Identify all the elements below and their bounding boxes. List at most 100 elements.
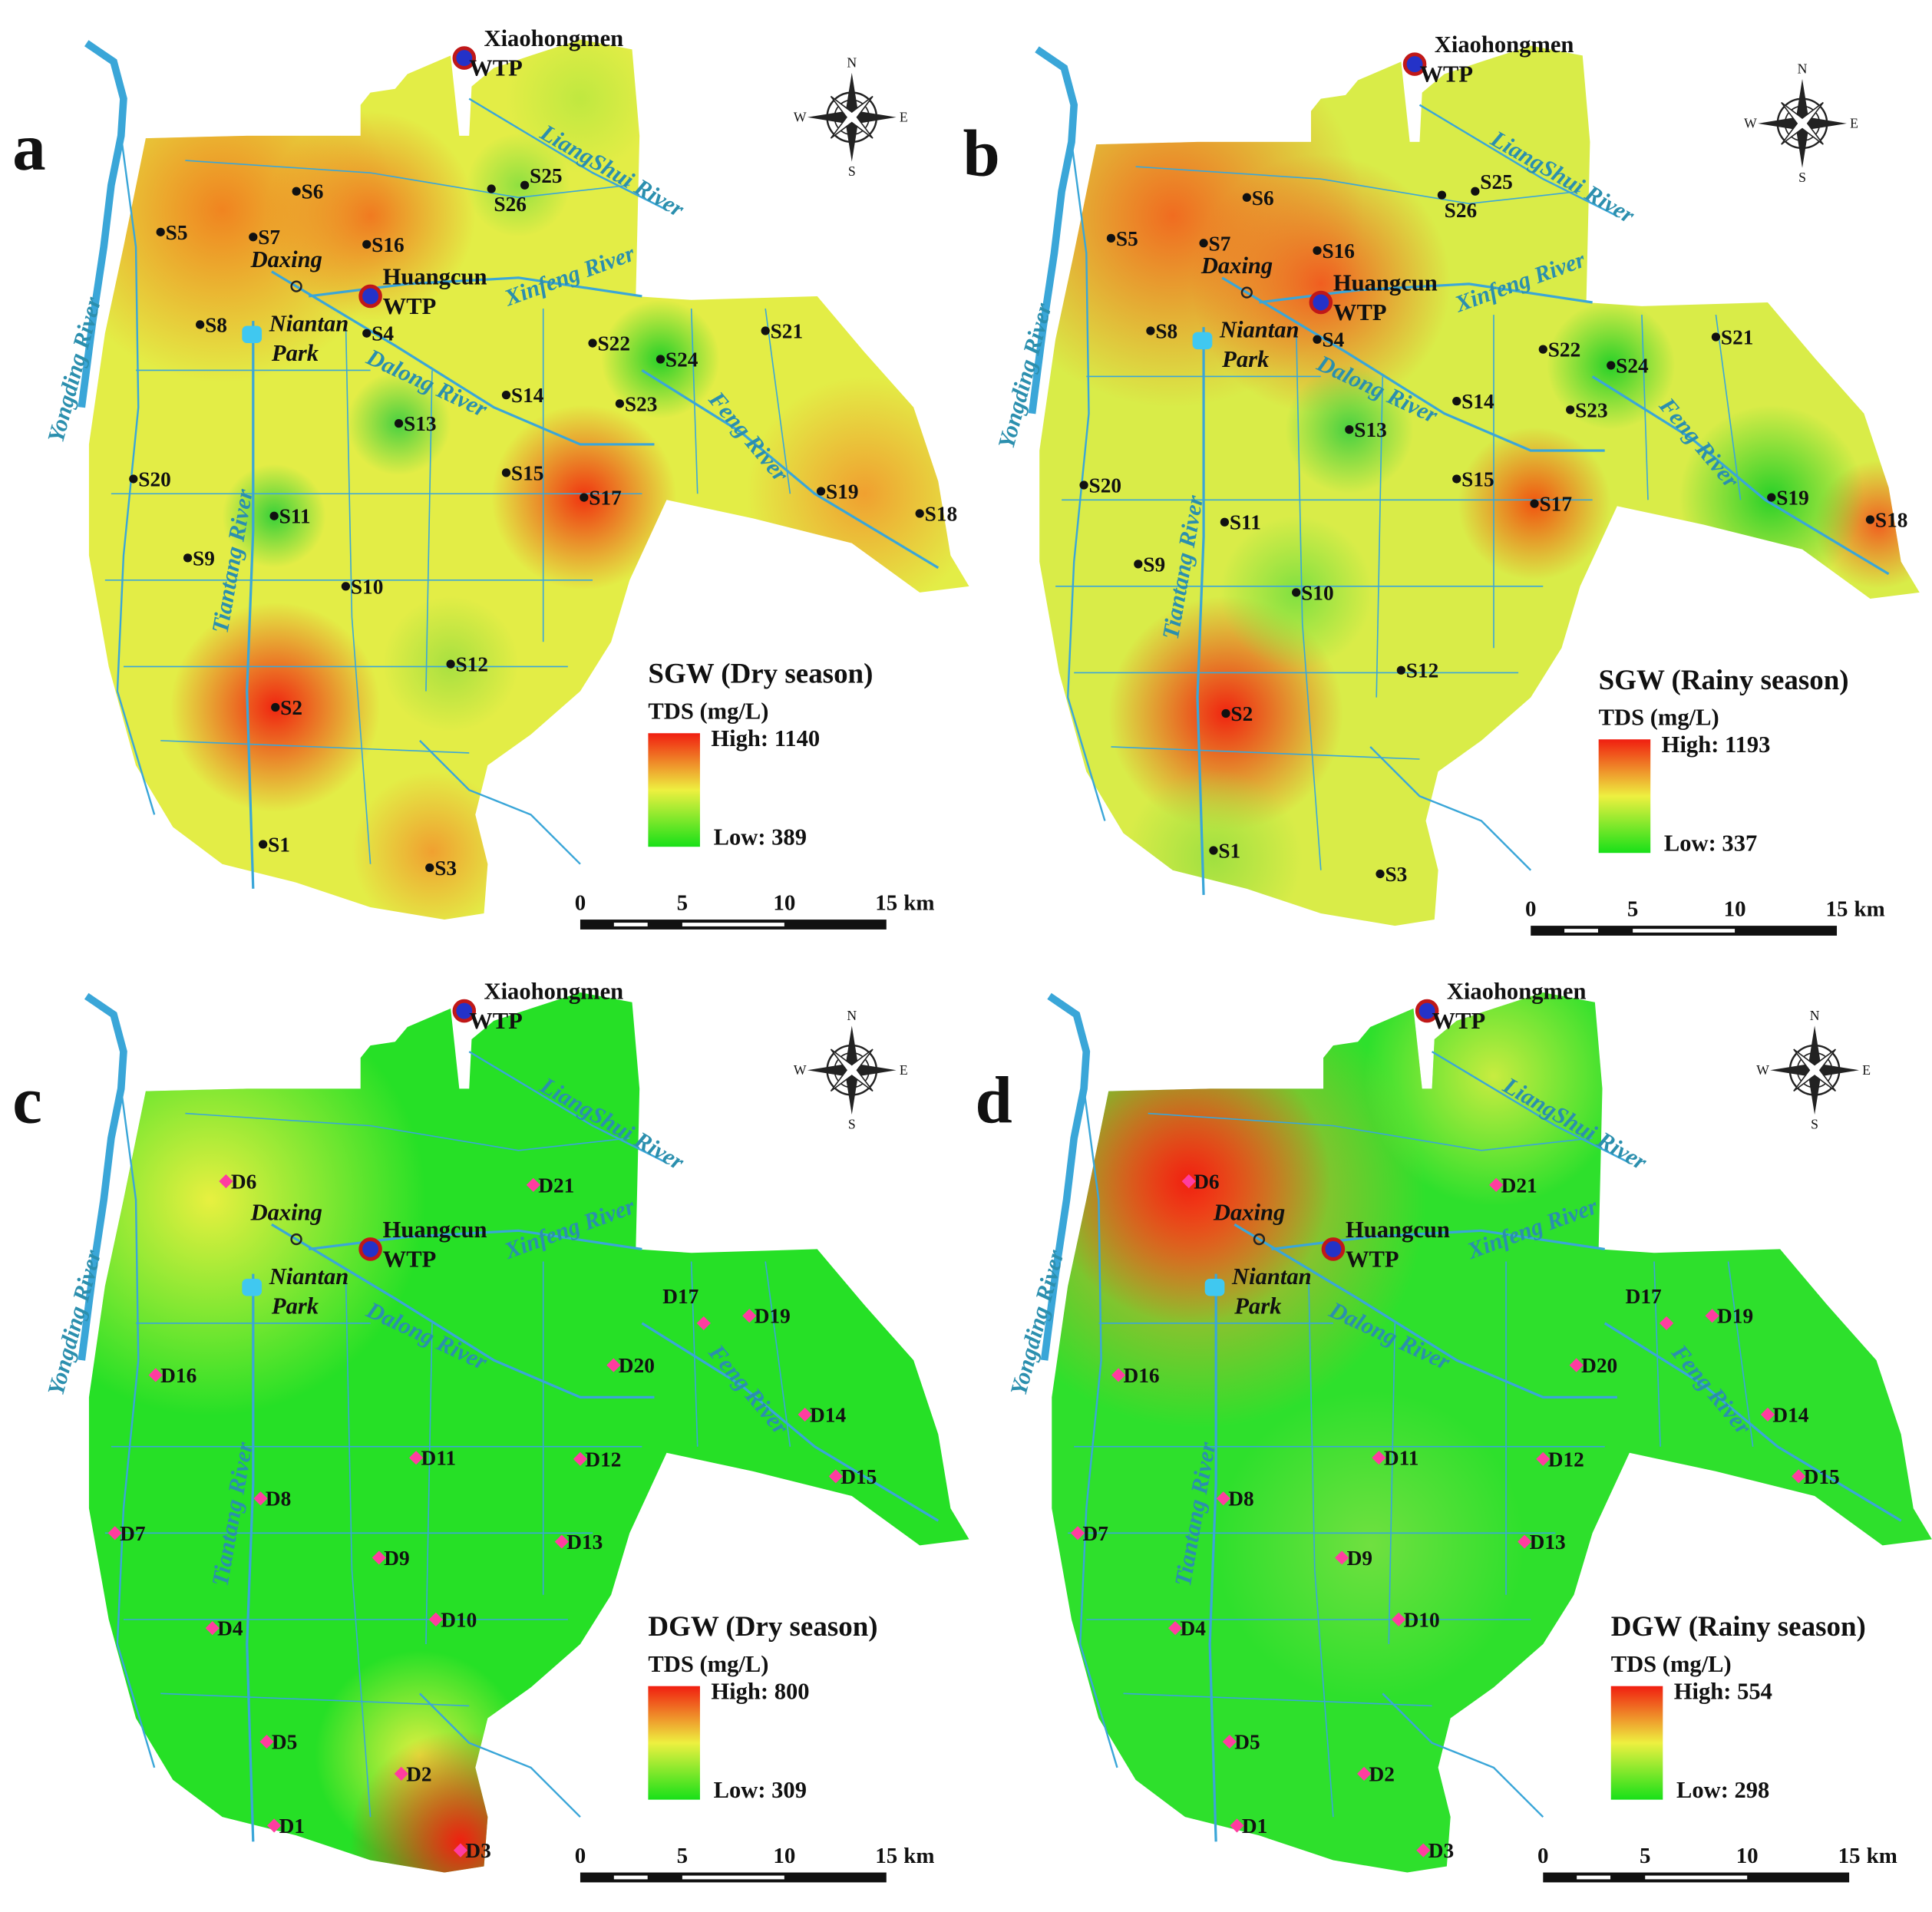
place-label: Niantan <box>269 311 349 337</box>
site-label: D20 <box>1581 1354 1617 1377</box>
scale-label: 15 <box>1838 1844 1861 1868</box>
place-label: Daxing <box>1213 1199 1285 1225</box>
site-label: S13 <box>1354 418 1387 441</box>
sample-site <box>394 418 404 428</box>
site-label: D8 <box>266 1488 291 1511</box>
sample-site <box>798 1407 812 1422</box>
compass-label: N <box>1810 1008 1820 1023</box>
sample-site <box>129 474 138 484</box>
sample-site <box>1711 332 1721 342</box>
river-line <box>1111 746 1420 760</box>
compass: N S E W <box>794 1008 908 1132</box>
compass-label: S <box>1811 1117 1818 1132</box>
scale-label: 5 <box>677 1844 688 1868</box>
legend-unit: TDS (mg/L) <box>648 698 768 725</box>
scale-label: 10 <box>773 890 795 915</box>
river-line <box>1641 315 1649 500</box>
river-line <box>1307 1273 1334 1818</box>
site-label: S24 <box>665 348 698 371</box>
sample-site <box>341 582 351 591</box>
site-label: D21 <box>538 1174 574 1197</box>
legend-ramp <box>1598 739 1651 854</box>
place-label: Xiaohongmen <box>484 25 624 51</box>
sample-site <box>1660 1316 1674 1331</box>
site-label: S18 <box>1875 509 1908 532</box>
river-line <box>1431 1051 1630 1164</box>
sample-site <box>1216 1491 1230 1506</box>
river-line <box>1196 327 1205 895</box>
sample-site <box>1452 397 1461 406</box>
sample-site <box>1199 239 1208 248</box>
sample-site <box>362 239 372 249</box>
place-label: WTP <box>469 1008 523 1034</box>
legend-high: High: 1140 <box>711 725 820 751</box>
scale-label: 10 <box>1736 1844 1759 1868</box>
site-label: D15 <box>1804 1465 1840 1488</box>
river-line <box>185 160 630 199</box>
site-label: S25 <box>1480 170 1513 193</box>
sample-site <box>1396 665 1405 675</box>
sample-site <box>1079 480 1088 490</box>
compass-label: E <box>1850 115 1858 130</box>
panel-letter: b <box>963 117 999 190</box>
site-label: S12 <box>456 653 489 676</box>
site-label: D11 <box>1384 1447 1419 1470</box>
site-label: S12 <box>1406 659 1439 682</box>
park-icon <box>1204 1279 1225 1296</box>
site-label: S23 <box>625 392 658 415</box>
sample-site <box>362 329 372 338</box>
heat-spot <box>1191 154 1451 414</box>
scale-bar <box>1633 929 1735 933</box>
site-label: D13 <box>566 1531 603 1554</box>
site-label: S4 <box>372 322 394 345</box>
scale-bar <box>682 923 784 926</box>
sample-site <box>761 326 770 335</box>
map-panel: d Xiaohongmen WTP Daxing Huangcun WTP Niantan P… <box>976 979 1932 1883</box>
scale-label: 0 <box>1525 897 1536 921</box>
sample-site <box>915 509 924 518</box>
town-icon <box>1253 1233 1266 1246</box>
sample-site <box>1760 1407 1775 1422</box>
site-label: S6 <box>1252 187 1274 210</box>
site-label: D2 <box>406 1762 431 1785</box>
river-line <box>246 321 255 889</box>
scale-label: 0 <box>1537 1844 1548 1868</box>
place-label: Xiaohongmen <box>1447 979 1587 1005</box>
scale-label: 10 <box>1724 897 1746 921</box>
site-label: S20 <box>1089 474 1122 497</box>
place-label: Park <box>1234 1293 1282 1319</box>
sample-site <box>588 338 597 348</box>
river-line <box>345 321 372 864</box>
heat-spot <box>352 771 513 920</box>
scale-unit: km <box>1867 1844 1897 1868</box>
river-line <box>690 1261 698 1447</box>
sample-site <box>1376 869 1385 879</box>
site-label: S7 <box>1208 232 1230 255</box>
site-label: D4 <box>217 1617 243 1640</box>
sample-site <box>1313 335 1322 344</box>
river-line <box>765 308 791 494</box>
compass-label: W <box>1744 115 1757 130</box>
legend-low: Low: 298 <box>1676 1777 1769 1803</box>
river-line <box>425 370 433 692</box>
legend-title: SGW (Rainy season) <box>1599 664 1849 696</box>
site-label: D3 <box>1428 1839 1454 1862</box>
compass: N S E W <box>1756 1008 1871 1132</box>
sample-site <box>696 1316 711 1331</box>
site-label: D17 <box>662 1285 698 1308</box>
sample-site <box>526 1177 540 1192</box>
heat-spot <box>1125 768 1303 926</box>
site-label: S21 <box>1721 326 1754 349</box>
site-label: D16 <box>1124 1364 1160 1387</box>
river-line <box>765 1261 791 1447</box>
sample-site <box>1471 187 1480 196</box>
site-label: D11 <box>421 1447 457 1470</box>
site-label: S11 <box>279 505 311 528</box>
scale-bar <box>613 923 648 926</box>
site-label: S10 <box>351 575 384 598</box>
sample-site <box>219 1174 233 1189</box>
sample-site <box>1220 517 1230 527</box>
place-label: WTP <box>1432 1008 1486 1034</box>
site-label: D3 <box>465 1839 490 1862</box>
park-icon <box>242 325 263 344</box>
